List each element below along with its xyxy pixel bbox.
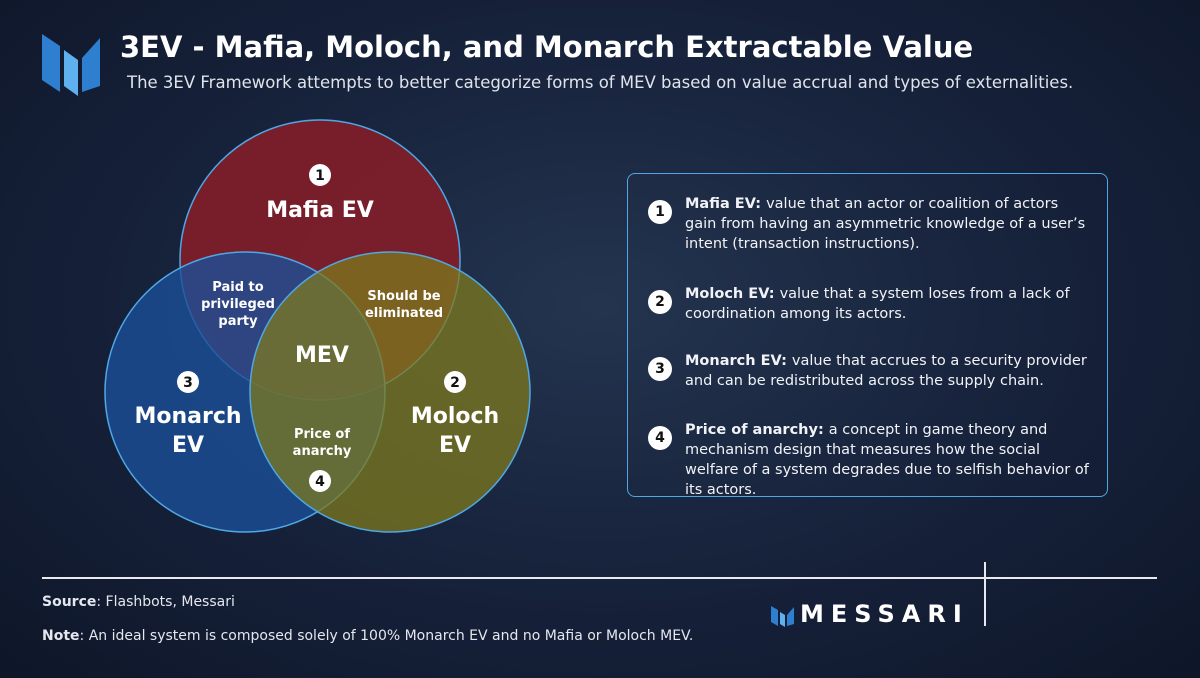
title: 3EV - Mafia, Moloch, and Monarch Extract…	[120, 30, 974, 64]
source-label: Source	[42, 594, 97, 610]
badge-number: 3	[183, 375, 193, 391]
badge-number: 1	[315, 168, 325, 184]
definition-text: a concept in game theory and mechanism d…	[685, 422, 1089, 498]
circle-label: Moloch	[411, 404, 499, 429]
definitions-box: 1 Mafia EV: value that an actor or coaliti…	[627, 173, 1108, 500]
circle-label: EV	[172, 433, 204, 458]
circle-label: EV	[439, 433, 471, 458]
note-label: Note	[42, 628, 80, 644]
logo	[42, 34, 100, 96]
definition: Mafia EV: value that an actor or coalitio…	[685, 194, 1090, 254]
footer-rule	[42, 577, 1157, 579]
circle-label: Mafia EV	[266, 198, 374, 223]
badge-number: 4	[315, 474, 325, 490]
definition: Monarch EV: value that accrues to a secur…	[685, 351, 1090, 391]
definition-badge: 1	[648, 200, 672, 224]
badge-circle	[309, 470, 331, 492]
source: Source: Flashbots, Messari	[42, 594, 235, 610]
definition-badge: 3	[648, 357, 672, 381]
badge-number: 2	[450, 375, 460, 391]
badge-circle	[444, 371, 466, 393]
definition-text: value that accrues to a security provide…	[685, 353, 1087, 389]
source-text: : Flashbots, Messari	[96, 594, 235, 610]
definition-badge: 4	[648, 426, 672, 450]
brand-logo	[771, 606, 794, 627]
note: Note: An ideal system is composed solely…	[42, 628, 693, 644]
definition: Moloch EV: value that a system loses from…	[685, 284, 1090, 324]
definition-term: Mafia EV:	[685, 196, 762, 212]
badge-circle	[309, 164, 331, 186]
center-label: MEV	[295, 343, 349, 368]
definition-term: Price of anarchy:	[685, 422, 824, 438]
definition-term: Moloch EV:	[685, 286, 775, 302]
overlap-label: Should be	[367, 289, 440, 304]
definition-term: Monarch EV:	[685, 353, 787, 369]
overlap-label: eliminated	[365, 306, 443, 321]
circle-label: Monarch	[134, 404, 241, 429]
definition-text: value that a system loses from a lack of…	[685, 286, 1070, 322]
brand: MESSARI	[800, 600, 969, 628]
overlap-label: privileged	[201, 297, 275, 312]
venn-diagram: 1 Mafia EV 3 Monarch EV 2 Moloch EV Paid to privi…	[104, 119, 531, 533]
subtitle: The 3EV Framework attempts to better cat…	[127, 73, 1074, 92]
overlap-label: Paid to	[212, 280, 263, 295]
badge-circle	[177, 371, 199, 393]
footer-divider	[984, 562, 986, 626]
definition-badge: 2	[648, 290, 672, 314]
overlap-label: party	[218, 314, 258, 329]
definition-text: value that an actor or coalition of acto…	[685, 196, 1086, 252]
definition: Price of anarchy: a concept in game theor…	[685, 420, 1090, 500]
overlap-label: Price of	[294, 427, 350, 442]
overlap-label: anarchy	[293, 444, 352, 459]
note-text: : An ideal system is composed solely of …	[79, 628, 694, 644]
circle-moloch	[249, 251, 531, 533]
